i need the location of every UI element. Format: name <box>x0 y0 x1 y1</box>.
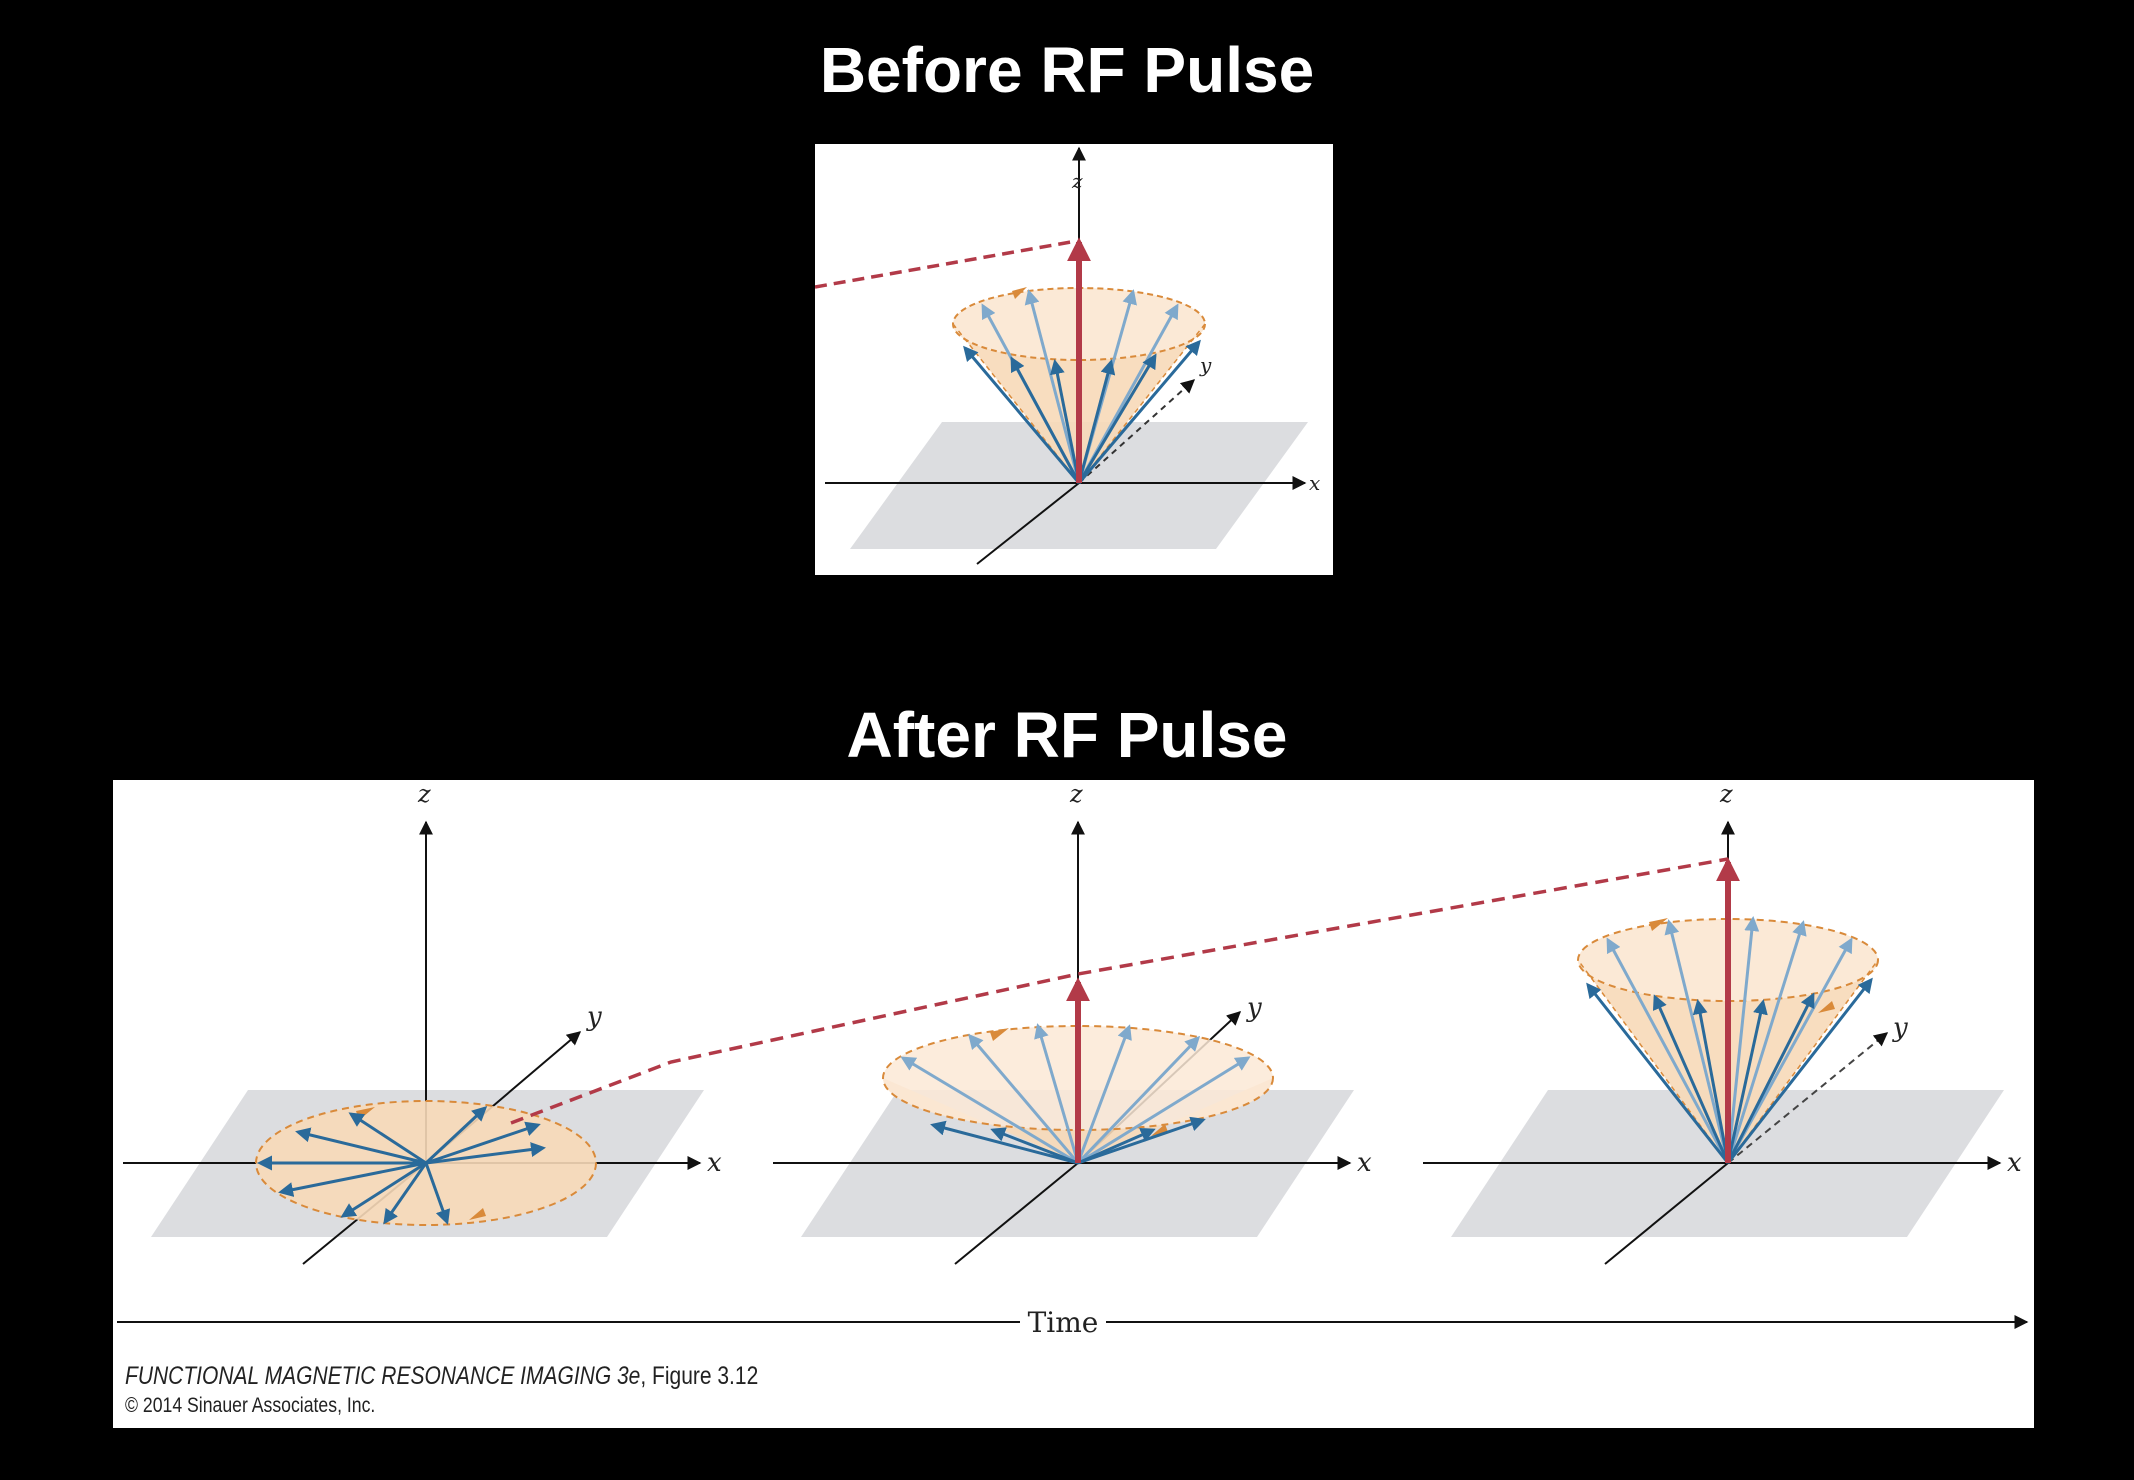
stage-3-recovered: y x z <box>1423 780 2022 1265</box>
book-title: FUNCTIONAL MAGNETIC RESONANCE IMAGING 3e <box>125 1362 641 1390</box>
copyright-notice: © 2014 Sinauer Associates, Inc. <box>125 1394 376 1417</box>
x-axis-label: x <box>1309 471 1320 495</box>
y-axis-label: y <box>1199 353 1212 377</box>
y-axis-label: y <box>1246 993 1262 1023</box>
xy-plane <box>850 422 1308 549</box>
front-spin-vectors <box>963 339 1201 484</box>
spin-vectors <box>257 1105 546 1225</box>
y-axis <box>1727 1032 1889 1164</box>
after-pulse-svg: y x z <box>117 780 2029 1339</box>
x-axis-label: x <box>1357 1148 1372 1178</box>
y-axis-front <box>976 482 1080 565</box>
y-axis-label: y <box>1892 1013 1908 1043</box>
magnetization-recovery-trace <box>510 857 1729 1125</box>
figure-reference: , Figure 3.12 <box>640 1362 759 1390</box>
figure-caption: FUNCTIONAL MAGNETIC RESONANCE IMAGING 3e… <box>125 1362 758 1391</box>
after-pulse-diagram: y x z <box>113 780 2034 1428</box>
precession-direction-arrow <box>1012 287 1027 299</box>
time-axis-label: Time <box>1028 1306 1099 1339</box>
y-axis-label: y <box>586 1002 602 1032</box>
stage-2-recovering: y x z <box>773 780 1372 1265</box>
rear-spin-vectors <box>900 1023 1251 1165</box>
before-pulse-diagram: y x z <box>815 144 1333 575</box>
front-spin-vectors <box>1586 977 1873 1164</box>
front-spin-vectors <box>930 1116 1206 1165</box>
rear-spin-vectors <box>1606 916 1853 1164</box>
magnetization-trace-line <box>815 240 1072 289</box>
before-rf-pulse-title: Before RF Pulse <box>819 34 1315 106</box>
y-axis <box>1078 379 1196 484</box>
x-axis-label: x <box>2007 1148 2022 1178</box>
z-axis-label: z <box>1069 780 1083 808</box>
after-rf-pulse-title: After RF Pulse <box>846 699 1288 771</box>
x-axis-label: x <box>707 1148 722 1178</box>
z-axis-label: z <box>417 780 431 808</box>
z-axis-label: z <box>1719 780 1733 808</box>
stage-1-flipped: y x z <box>123 780 722 1265</box>
before-pulse-svg: y x z <box>815 146 1320 565</box>
z-axis-label: z <box>1071 169 1083 193</box>
